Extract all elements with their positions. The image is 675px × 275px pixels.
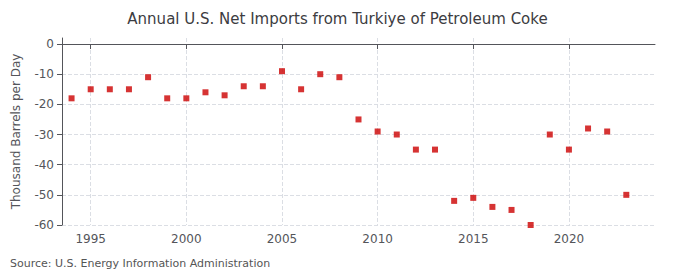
- svg-text:2010: 2010: [362, 232, 393, 246]
- svg-text:-40: -40: [34, 158, 54, 172]
- svg-text:Thousand Barrels per Day: Thousand Barrels per Day: [9, 54, 23, 211]
- svg-text:2020: 2020: [554, 232, 585, 246]
- svg-text:-20: -20: [34, 97, 54, 111]
- svg-text:2015: 2015: [458, 232, 489, 246]
- svg-text:2005: 2005: [267, 232, 298, 246]
- svg-text:-10: -10: [34, 67, 54, 81]
- svg-text:-30: -30: [34, 128, 54, 142]
- svg-text:Source: U.S. Energy Informatio: Source: U.S. Energy Information Administ…: [10, 257, 270, 270]
- svg-text:-50: -50: [34, 188, 54, 202]
- svg-text:2000: 2000: [171, 232, 202, 246]
- svg-text:-60: -60: [34, 218, 54, 232]
- svg-text:Annual U.S. Net Imports from T: Annual U.S. Net Imports from Turkiye of …: [127, 10, 547, 28]
- svg-text:1995: 1995: [75, 232, 106, 246]
- svg-text:0: 0: [46, 37, 54, 51]
